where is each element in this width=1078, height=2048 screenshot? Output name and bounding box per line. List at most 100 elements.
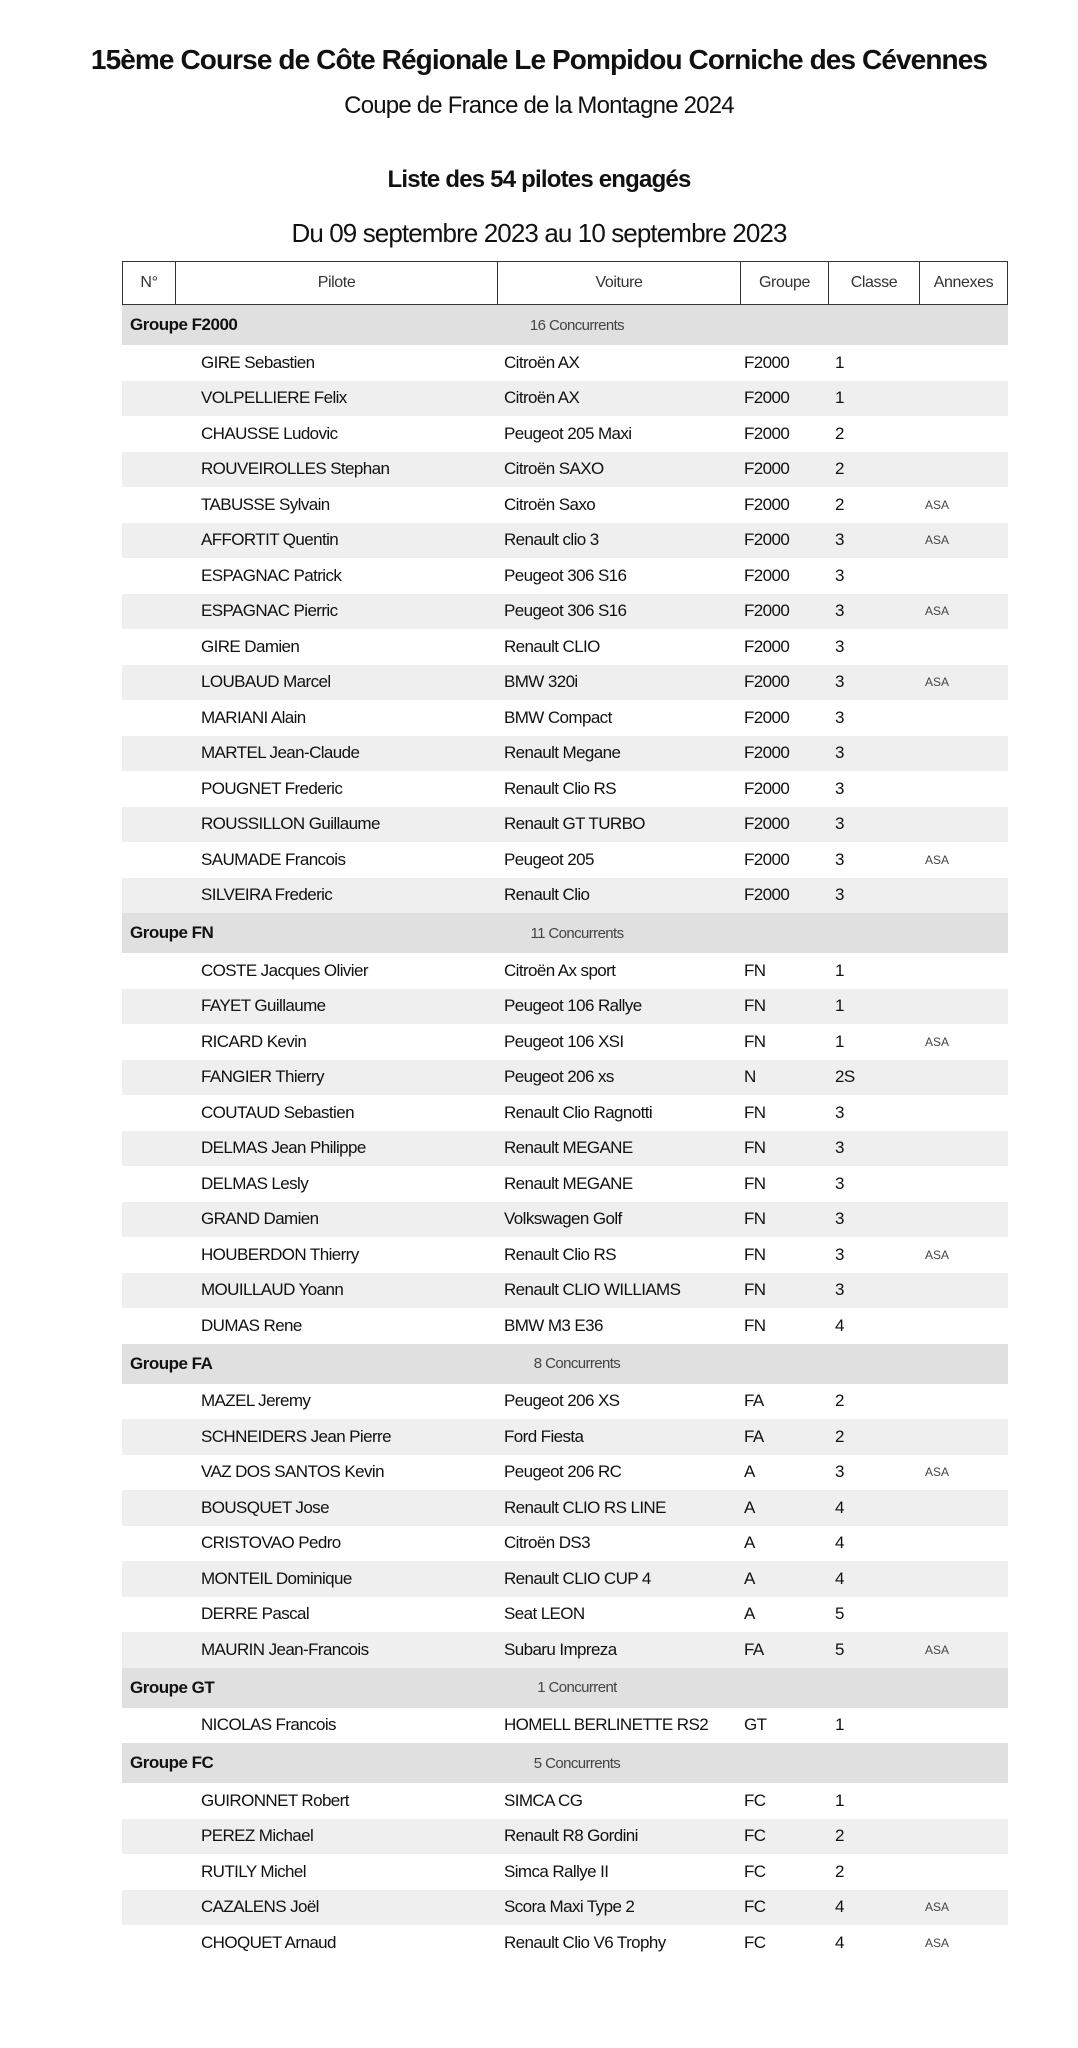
voiture-cell: BMW Compact <box>504 707 612 727</box>
classe-cell: 4 <box>835 1568 844 1588</box>
voiture-cell: Renault R8 Gordini <box>504 1826 638 1846</box>
voiture-cell: Peugeot 306 S16 <box>504 601 627 621</box>
group-header-row: Groupe FN 11 Concurrents <box>122 913 1008 953</box>
voiture-cell: Peugeot 206 xs <box>504 1067 614 1087</box>
groupe-cell: A <box>744 1568 755 1588</box>
classe-cell: 3 <box>835 778 844 798</box>
annexes-cell: ASA <box>925 1642 950 1657</box>
pilote-cell: GIRE Damien <box>201 636 300 656</box>
groupe-cell: F2000 <box>744 778 790 798</box>
group-count: 16 Concurrents <box>529 316 625 334</box>
pilote-cell: TABUSSE Sylvain <box>201 494 330 514</box>
pilote-cell: GIRE Sebastien <box>201 352 315 372</box>
groupe-cell: GT <box>744 1715 767 1735</box>
pilote-cell: NICOLAS Francois <box>201 1715 337 1735</box>
pilote-cell: RICARD Kevin <box>201 1031 307 1051</box>
table-row: ROUVEIROLLES Stephan Citroën SAXO F2000 2 <box>122 451 1008 487</box>
pilote-cell: CRISTOVAO Pedro <box>201 1533 341 1553</box>
column-header-number: N° <box>123 262 176 304</box>
groupe-cell: F2000 <box>744 388 790 408</box>
classe-cell: 4 <box>835 1932 844 1952</box>
table-row: BOUSQUET Jose Renault CLIO RS LINE A 4 <box>122 1490 1008 1526</box>
voiture-cell: Peugeot 206 RC <box>504 1462 622 1482</box>
group-count: 1 Concurrent <box>537 1679 617 1696</box>
table-row: SILVEIRA Frederic Renault Clio F2000 3 <box>122 877 1008 913</box>
voiture-cell: Renault Clio Ragnotti <box>504 1102 653 1122</box>
pilote-cell: SCHNEIDERS Jean Pierre <box>201 1426 392 1446</box>
classe-cell: 2 <box>835 1861 844 1881</box>
annexes-cell: ASA <box>925 852 950 867</box>
table-row: SCHNEIDERS Jean Pierre Ford Fiesta FA 2 <box>122 1419 1008 1455</box>
table-row: POUGNET Frederic Renault Clio RS F2000 3 <box>122 771 1008 807</box>
voiture-cell: Citroën Ax sport <box>504 960 616 980</box>
groupe-cell: F2000 <box>744 530 790 550</box>
groupe-cell: FC <box>744 1932 766 1952</box>
groupe-cell: F2000 <box>744 672 790 692</box>
annexes-cell: ASA <box>925 1247 950 1262</box>
voiture-cell: Peugeot 206 XS <box>504 1391 620 1411</box>
column-header-annexes: Annexes <box>933 274 994 291</box>
pilote-cell: RUTILY Michel <box>201 1861 307 1881</box>
group-name: Groupe FN <box>130 923 214 942</box>
groupe-cell: FC <box>744 1861 766 1881</box>
table-row: COSTE Jacques Olivier Citroën Ax sport FN 1 <box>122 953 1008 989</box>
table-body: Groupe F2000 16 Concurrents GIRE Sebastien… <box>122 305 1008 1961</box>
pilote-cell: MOUILLAUD Yoann <box>201 1280 344 1300</box>
annexes-cell: ASA <box>925 1034 950 1049</box>
groupe-cell: FN <box>744 960 766 980</box>
classe-cell: 2 <box>835 423 844 443</box>
table-row: MARTEL Jean-Claude Renault Megane F2000 3 <box>122 735 1008 771</box>
pilote-cell: LOUBAUD Marcel <box>201 672 331 692</box>
entries-table: N° Pilote Voiture Groupe Classe Annexes … <box>122 261 1008 1961</box>
table-row: RICARD Kevin Peugeot 106 XSI FN 1 ASA <box>122 1024 1008 1060</box>
groupe-cell: FN <box>744 1315 766 1335</box>
voiture-cell: Renault Clio RS <box>504 1244 617 1264</box>
column-header-classe: Classe <box>829 262 920 304</box>
event-dates: Du 09 septembre 2023 au 10 septembre 202… <box>291 218 787 248</box>
table-row: GIRE Damien Renault CLIO F2000 3 <box>122 629 1008 665</box>
classe-cell: 3 <box>835 1280 844 1300</box>
groupe-cell: FC <box>744 1826 766 1846</box>
classe-cell: 2S <box>835 1067 855 1087</box>
pilote-cell: VAZ DOS SANTOS Kevin <box>201 1462 385 1482</box>
groupe-cell: FN <box>744 1244 766 1264</box>
annexes-cell: ASA <box>925 497 950 512</box>
table-row: CHAUSSE Ludovic Peugeot 205 Maxi F2000 2 <box>122 416 1008 452</box>
pilote-cell: PEREZ Michael <box>201 1826 314 1846</box>
pilote-cell: HOUBERDON Thierry <box>201 1244 359 1264</box>
classe-cell: 1 <box>835 1031 844 1051</box>
pilote-cell: DELMAS Lesly <box>201 1173 309 1193</box>
classe-cell: 2 <box>835 494 844 514</box>
group-header-row: Groupe F2000 16 Concurrents <box>122 305 1008 345</box>
group-count: 5 Concurrents <box>533 1754 621 1772</box>
voiture-cell: Citroën DS3 <box>504 1533 591 1553</box>
table-row: VOLPELLIERE Felix Citroën AX F2000 1 <box>122 380 1008 416</box>
column-header-groupe: Groupe <box>741 262 829 304</box>
classe-cell: 3 <box>835 1102 844 1122</box>
voiture-cell: Scora Maxi Type 2 <box>504 1897 635 1917</box>
groupe-cell: N <box>744 1067 756 1087</box>
voiture-cell: Peugeot 106 Rallye <box>504 996 642 1016</box>
voiture-cell: Renault GT TURBO <box>504 814 646 834</box>
table-row: MOUILLAUD Yoann Renault CLIO WILLIAMS FN 3 <box>122 1272 1008 1308</box>
classe-cell: 2 <box>835 1391 844 1411</box>
pilote-cell: FAYET Guillaume <box>201 996 326 1016</box>
groupe-cell: F2000 <box>744 885 790 905</box>
table-row: DERRE Pascal Seat LEON A 5 <box>122 1597 1008 1633</box>
groupe-cell: F2000 <box>744 601 790 621</box>
pilote-cell: DELMAS Jean Philippe <box>201 1138 366 1158</box>
table-row: LOUBAUD Marcel BMW 320i F2000 3 ASA <box>122 664 1008 700</box>
pilote-cell: MARIANI Alain <box>201 707 306 727</box>
pilote-cell: SAUMADE Francois <box>201 849 346 869</box>
groupe-cell: F2000 <box>744 849 790 869</box>
voiture-cell: Citroën AX <box>504 388 580 408</box>
classe-cell: 2 <box>835 459 844 479</box>
groupe-cell: A <box>744 1462 755 1482</box>
pilote-cell: COSTE Jacques Olivier <box>201 960 369 980</box>
annexes-cell: ASA <box>925 604 950 619</box>
pilote-cell: MAZEL Jeremy <box>201 1391 311 1411</box>
classe-cell: 3 <box>835 814 844 834</box>
groupe-cell: F2000 <box>744 423 790 443</box>
table-header: N° Pilote Voiture Groupe Classe Annexes <box>122 261 1008 305</box>
voiture-cell: Citroën AX <box>504 352 580 372</box>
